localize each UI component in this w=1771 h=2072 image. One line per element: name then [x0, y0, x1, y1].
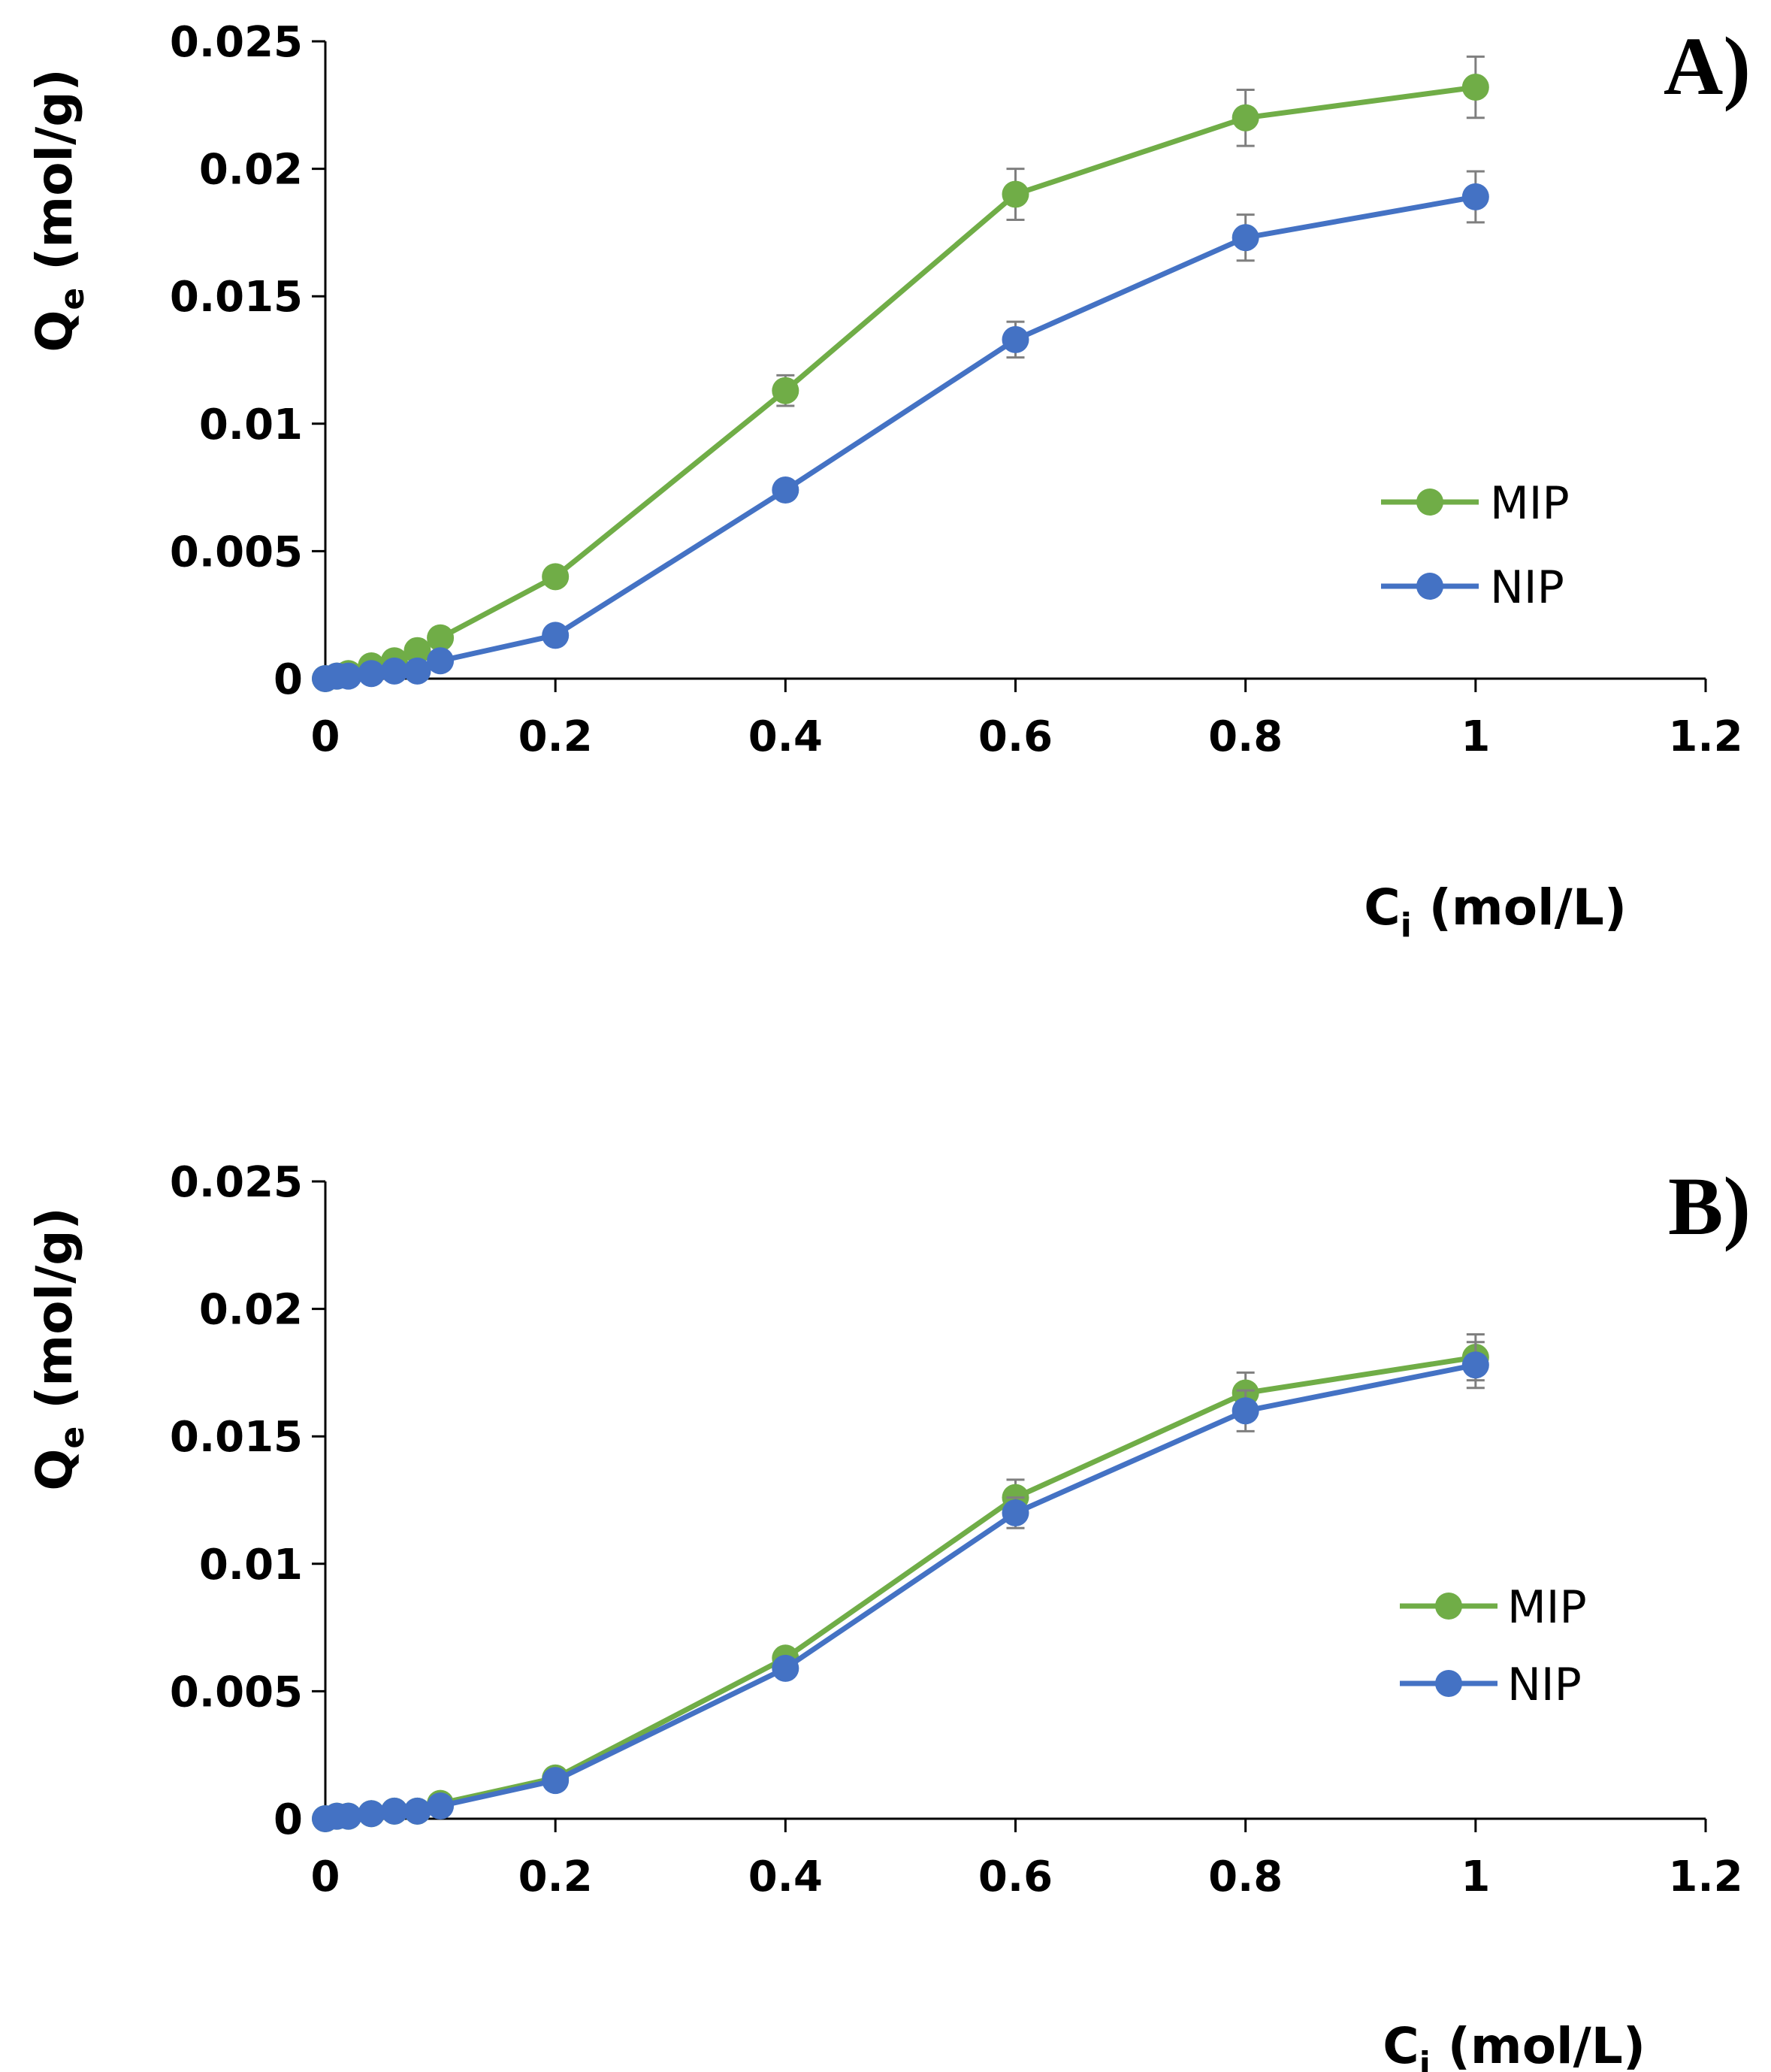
panel-a-x-tick-label: 1.2: [1668, 712, 1742, 761]
panel-b-y-tick-label: 0.005: [170, 1668, 303, 1717]
panel-b-y-tick-label: 0.01: [199, 1541, 303, 1590]
panel-a-series-mip: [312, 55, 1489, 692]
panel-a-y-tick-label: 0.005: [170, 528, 303, 576]
panel-b-series-nip-point: [427, 1792, 455, 1820]
panel-a-legend-marker-mip: [1416, 489, 1443, 516]
panel-b-x-tick-label: 0.4: [748, 1853, 823, 1901]
panel-b-series-nip-point: [1002, 1499, 1029, 1526]
panel-b-series-nip-point: [334, 1802, 362, 1830]
panel-a-series-mip-point: [427, 624, 455, 652]
panel-a-series-nip: [312, 170, 1489, 692]
panel-b-x-tick-label: 0.6: [978, 1853, 1053, 1901]
panel-a-series-mip-point: [772, 377, 799, 404]
panel-a-x-tick-label: 0.6: [978, 712, 1053, 761]
panel-b-series-nip-point: [772, 1654, 799, 1682]
panel-a-series-nip-point: [334, 662, 362, 690]
panel-b-legend-label-nip: NIP: [1507, 1659, 1582, 1711]
panel-a-legend-marker-nip: [1416, 573, 1443, 600]
panel-a-series-nip-point: [427, 647, 455, 675]
panel-a-series-nip-point: [1002, 325, 1029, 353]
panel-a-series-nip-point: [1461, 183, 1489, 210]
panel-b-series-nip-point: [358, 1800, 385, 1828]
panel-a-x-axis-title: Ci (mol/L): [1364, 879, 1627, 945]
panel-a-series-mip-line: [325, 84, 1476, 682]
panel-b-x-tick-label: 0.2: [518, 1853, 593, 1901]
panel-a-series-nip-point: [1232, 224, 1259, 252]
panel-a-series-nip-point: [542, 622, 570, 649]
panel-b-series-nip-point: [1461, 1351, 1489, 1379]
panel-a-series-nip-point: [380, 657, 408, 685]
panel-a-x-tick-label: 0.4: [748, 712, 823, 761]
panel-a-y-tick-label: 0.025: [170, 18, 303, 67]
panel-b-y-tick-label: 0.02: [199, 1286, 303, 1335]
panel-b-series-nip-point: [1232, 1397, 1259, 1425]
panel-b-label: B): [1668, 1160, 1751, 1252]
panel-b-legend-marker-mip: [1435, 1593, 1462, 1620]
panel-b-series-nip-point: [380, 1797, 408, 1825]
panel-a-series-mip-point: [542, 563, 570, 591]
panel-a-series-nip-point: [358, 660, 385, 688]
chart-panel-b: 0 0.005 0.01 0.015 0.02 0.025 0 0.2 0.4 0.6 0.8 1 1.…: [26, 1158, 1751, 2072]
panel-b-y-tick-label: 0: [274, 1795, 303, 1844]
panel-a-series-nip-point: [403, 657, 431, 685]
panel-a-y-tick-label: 0.02: [199, 146, 303, 195]
panel-b-series-nip-point: [403, 1797, 431, 1825]
panel-a-legend-label-nip: NIP: [1490, 561, 1564, 614]
panel-b-x-tick-label: 0.8: [1208, 1853, 1283, 1901]
panel-b-legend-marker-nip: [1435, 1670, 1462, 1697]
panel-b-y-tick-label: 0.025: [170, 1158, 303, 1207]
panel-a-y-axis-title: Qe (mol/g): [26, 68, 92, 352]
panel-b-series-nip-point: [542, 1767, 570, 1795]
panel-a-y-tick-label: 0.01: [199, 401, 303, 449]
panel-b-y-tick-label: 0.015: [170, 1413, 303, 1462]
panel-a-label: A): [1664, 20, 1751, 112]
panel-b-x-tick-label: 1: [1461, 1853, 1490, 1901]
panel-a-series-mip-point: [403, 637, 431, 664]
panel-b-x-tick-label: 1.2: [1668, 1853, 1742, 1901]
panel-b-legend-label-mip: MIP: [1507, 1581, 1587, 1634]
panel-b-series-nip: [312, 1341, 1489, 1832]
panel-a-series-mip-point: [1232, 104, 1259, 132]
panel-a-y-tick-label: 0: [274, 655, 303, 704]
panel-a-series-mip-point: [1461, 74, 1489, 101]
panel-b-y-axis-title: Qe (mol/g): [26, 1207, 92, 1490]
panel-b-x-axis-title: Ci (mol/L): [1383, 2017, 1646, 2072]
chart-panel-a: 0 0.005 0.01 0.015 0.02 0.025 0 0.2 0.4 0.6 0.8 1 1.…: [26, 18, 1751, 945]
panel-a-x-tick-label: 0.8: [1208, 712, 1283, 761]
panel-b-x-tick-label: 0: [311, 1853, 340, 1901]
panel-a-x-tick-label: 0: [311, 712, 340, 761]
panel-b-series-nip-line: [325, 1362, 1476, 1822]
panel-a-series-nip-point: [772, 476, 799, 504]
panel-b-series-mip: [312, 1333, 1489, 1832]
panel-a-series-mip-point: [1002, 180, 1029, 208]
panel-a-x-tick-label: 0.2: [518, 712, 593, 761]
panel-a-x-tick-label: 1: [1461, 712, 1490, 761]
panel-a-y-tick-label: 0.015: [170, 273, 303, 322]
panel-a-legend-label-mip: MIP: [1490, 477, 1570, 530]
